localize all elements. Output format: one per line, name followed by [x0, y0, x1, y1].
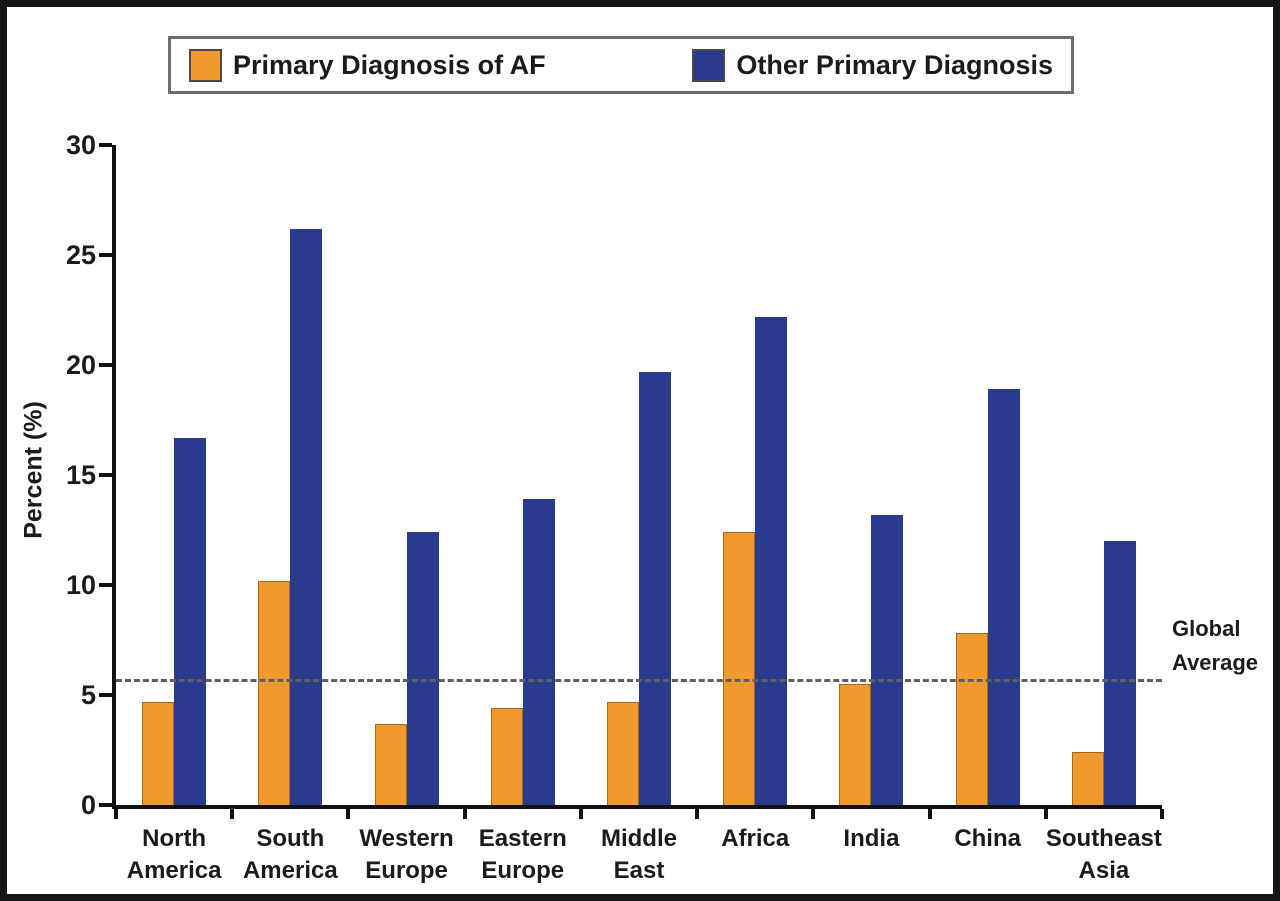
bar-primary-af	[142, 701, 175, 805]
y-tick-label: 25	[65, 240, 96, 270]
bar-group	[116, 145, 232, 805]
bar-group	[581, 145, 697, 805]
bar-primary-af	[606, 701, 639, 805]
y-tick-mark	[99, 363, 112, 368]
x-tick-mark	[462, 809, 467, 819]
x-tick-mark	[927, 809, 932, 819]
legend-swatch-af	[189, 48, 222, 82]
legend-label-other: Other Primary Diagnosis	[736, 49, 1053, 80]
bar-primary-af	[1071, 752, 1104, 805]
x-tick-mark	[1043, 809, 1048, 819]
bar-other-diagnosis	[987, 389, 1020, 805]
y-tick-mark	[99, 583, 112, 588]
y-tick-mark	[99, 473, 112, 477]
bar-group	[930, 145, 1046, 805]
x-tick-label: China	[954, 825, 1021, 852]
x-tick-mark	[346, 809, 351, 819]
y-tick-label: 10	[65, 570, 96, 601]
bar-group	[697, 145, 813, 805]
bar-other-diagnosis	[755, 316, 788, 805]
bar-primary-af	[490, 708, 523, 805]
bar-group	[813, 145, 929, 805]
x-tick-mark	[578, 809, 583, 819]
x-tick-label: India	[843, 825, 900, 852]
bar-other-diagnosis	[871, 514, 904, 805]
bar-primary-af	[723, 532, 756, 805]
legend-swatch-other	[692, 48, 726, 82]
y-tick-mark	[99, 253, 112, 257]
y-tick-mark	[99, 693, 112, 698]
y-tick-label: 5	[80, 680, 96, 711]
y-tick-label: 0	[80, 790, 96, 820]
global-average-label: Global Average	[1172, 615, 1259, 675]
legend-label-af: Primary Diagnosis of AF	[233, 49, 546, 80]
legend-item-af: Primary Diagnosis of AF	[189, 48, 546, 82]
bar-group	[465, 145, 581, 805]
x-tick-mark	[230, 809, 235, 819]
y-tick-label: 15	[65, 460, 96, 490]
bar-primary-af	[955, 633, 988, 805]
bar-other-diagnosis	[1103, 541, 1136, 805]
y-tick-label: 20	[65, 350, 96, 381]
global-average-line	[116, 678, 1162, 682]
bar-primary-af	[258, 580, 291, 805]
y-tick-mark	[99, 803, 112, 807]
x-tick-label: Eastern Europe	[478, 825, 567, 885]
x-tick-label: Western Europe	[359, 825, 454, 885]
y-tick-label: 30	[65, 130, 96, 160]
bar-primary-af	[839, 684, 872, 805]
y-tick-mark	[99, 143, 112, 147]
x-tick-mark	[114, 809, 118, 819]
x-tick-label: Africa	[721, 825, 790, 852]
legend-item-other: Other Primary Diagnosis	[692, 48, 1053, 82]
bar-group	[232, 145, 348, 805]
x-tick-mark	[1160, 809, 1164, 819]
x-tick-label: South America	[242, 825, 338, 885]
x-tick-mark	[695, 809, 700, 819]
bar-other-diagnosis	[638, 371, 671, 805]
bar-other-diagnosis	[522, 499, 555, 805]
bar-group	[348, 145, 464, 805]
bar-other-diagnosis	[406, 532, 439, 805]
plot-area: 0 5 10 15 20 25 30 North America South America We…	[66, 130, 1258, 884]
x-tick-label: Middle East	[600, 825, 677, 885]
legend: Primary Diagnosis of AF Other Primary Di…	[168, 36, 1074, 94]
x-tick-label: Southeast Asia	[1045, 825, 1162, 885]
bar-other-diagnosis	[174, 437, 207, 805]
bar-other-diagnosis	[290, 228, 323, 805]
bar-primary-af	[374, 723, 407, 805]
x-tick-label: North America	[126, 825, 222, 885]
x-tick-mark	[811, 809, 816, 819]
bar-group	[1046, 145, 1162, 805]
